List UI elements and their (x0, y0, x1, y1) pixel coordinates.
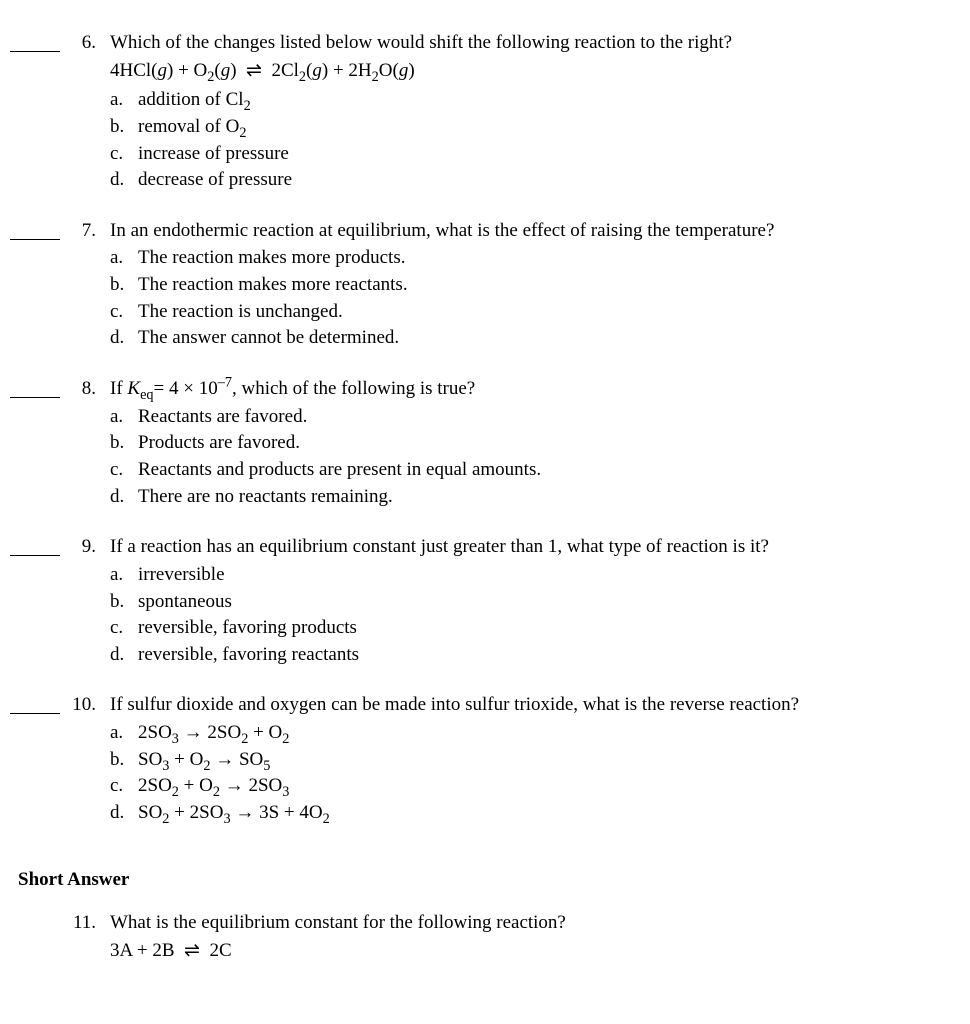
option-letter: d. (110, 642, 138, 668)
option-text: There are no reactants remaining. (138, 484, 940, 510)
option: a.The reaction makes more products. (110, 245, 940, 271)
question-stem: If sulfur dioxide and oxygen can be made… (110, 692, 940, 718)
option-letter: d. (110, 800, 138, 826)
option-text: addition of Cl2 (138, 87, 940, 113)
blank-spacer (10, 910, 60, 967)
answer-blank[interactable] (10, 380, 60, 398)
option-letter: c. (110, 299, 138, 325)
option: c.2SO2 + O2 → 2SO3 (110, 773, 940, 799)
option-text: Reactants and products are present in eq… (138, 457, 940, 483)
option-text: reversible, favoring products (138, 615, 940, 641)
question-content: If Keq= 4 × 10–7, which of the following… (110, 376, 940, 510)
option-text: increase of pressure (138, 141, 940, 167)
option: d.There are no reactants remaining. (110, 484, 940, 510)
option: c.increase of pressure (110, 141, 940, 167)
options-list: a.irreversibleb.spontaneousc.reversible,… (110, 562, 940, 668)
question-stem: What is the equilibrium constant for the… (110, 910, 940, 936)
options-list: a.Reactants are favored.b.Products are f… (110, 404, 940, 510)
option: d.decrease of pressure (110, 167, 940, 193)
question-content: What is the equilibrium constant for the… (110, 910, 940, 967)
question-number: 11. (72, 910, 110, 967)
option-text: removal of O2 (138, 114, 940, 140)
options-list: a.addition of Cl2b.removal of O2c.increa… (110, 87, 940, 193)
question-number: 7. (72, 218, 110, 352)
option-letter: b. (110, 747, 138, 773)
question-content: If a reaction has an equilibrium constan… (110, 534, 940, 668)
option-letter: a. (110, 404, 138, 430)
question-number: 9. (72, 534, 110, 668)
option-letter: b. (110, 272, 138, 298)
option: a.Reactants are favored. (110, 404, 940, 430)
option-letter: b. (110, 589, 138, 615)
answer-blank[interactable] (10, 34, 60, 52)
option: b.spontaneous (110, 589, 940, 615)
option-letter: a. (110, 87, 138, 113)
option-letter: d. (110, 484, 138, 510)
question-stem: If Keq= 4 × 10–7, which of the following… (110, 376, 940, 402)
option-letter: c. (110, 773, 138, 799)
option: b.SO3 + O2 → SO5 (110, 747, 940, 773)
option-letter: c. (110, 615, 138, 641)
option-text: 2SO2 + O2 → 2SO3 (138, 773, 940, 799)
option: c.reversible, favoring products (110, 615, 940, 641)
question-number: 6. (72, 30, 110, 194)
question-number: 10. (72, 692, 110, 826)
question-content: If sulfur dioxide and oxygen can be made… (110, 692, 940, 826)
option-text: The reaction makes more products. (138, 245, 940, 271)
option: d.The answer cannot be determined. (110, 325, 940, 351)
question-equation: 3A + 2B ⇌ 2C (110, 938, 940, 964)
option-text: Products are favored. (138, 430, 940, 456)
answer-blank[interactable] (10, 696, 60, 714)
option-text: The reaction makes more reactants. (138, 272, 940, 298)
section-heading: Short Answer (18, 867, 940, 893)
answer-blank[interactable] (10, 222, 60, 240)
option-letter: b. (110, 430, 138, 456)
short-answer-question: 11. What is the equilibrium constant for… (10, 910, 940, 967)
option: a.addition of Cl2 (110, 87, 940, 113)
option-letter: a. (110, 562, 138, 588)
option-text: spontaneous (138, 589, 940, 615)
question-stem: In an endothermic reaction at equilibriu… (110, 218, 940, 244)
option: b.Products are favored. (110, 430, 940, 456)
option-letter: c. (110, 457, 138, 483)
option-letter: a. (110, 245, 138, 271)
question-equation: 4HCl(g) + O2(g) ⇌ 2Cl2(g) + 2H2O(g) (110, 58, 940, 84)
question-stem: If a reaction has an equilibrium constan… (110, 534, 940, 560)
option-text: irreversible (138, 562, 940, 588)
option: c.The reaction is unchanged. (110, 299, 940, 325)
option-text: SO2 + 2SO3 → 3S + 4O2 (138, 800, 940, 826)
question-block: 7.In an endothermic reaction at equilibr… (10, 218, 940, 352)
option-letter: c. (110, 141, 138, 167)
option: a.2SO3 → 2SO2 + O2 (110, 720, 940, 746)
question-content: In an endothermic reaction at equilibriu… (110, 218, 940, 352)
option: d.reversible, favoring reactants (110, 642, 940, 668)
option-letter: d. (110, 325, 138, 351)
option-letter: d. (110, 167, 138, 193)
question-block: 9.If a reaction has an equilibrium const… (10, 534, 940, 668)
option: c.Reactants and products are present in … (110, 457, 940, 483)
options-list: a.2SO3 → 2SO2 + O2b.SO3 + O2 → SO5c.2SO2… (110, 720, 940, 826)
option: b.The reaction makes more reactants. (110, 272, 940, 298)
option: a.irreversible (110, 562, 940, 588)
option: b.removal of O2 (110, 114, 940, 140)
question-block: 6.Which of the changes listed below woul… (10, 30, 940, 194)
option-text: Reactants are favored. (138, 404, 940, 430)
question-stem: Which of the changes listed below would … (110, 30, 940, 56)
question-block: 8.If Keq= 4 × 10–7, which of the followi… (10, 376, 940, 510)
option-text: The reaction is unchanged. (138, 299, 940, 325)
option-text: SO3 + O2 → SO5 (138, 747, 940, 773)
option-letter: a. (110, 720, 138, 746)
options-list: a.The reaction makes more products.b.The… (110, 245, 940, 351)
option-text: reversible, favoring reactants (138, 642, 940, 668)
option-text: The answer cannot be determined. (138, 325, 940, 351)
multiple-choice-section: 6.Which of the changes listed below woul… (10, 30, 940, 827)
question-content: Which of the changes listed below would … (110, 30, 940, 194)
option: d.SO2 + 2SO3 → 3S + 4O2 (110, 800, 940, 826)
option-text: decrease of pressure (138, 167, 940, 193)
option-letter: b. (110, 114, 138, 140)
question-number: 8. (72, 376, 110, 510)
option-text: 2SO3 → 2SO2 + O2 (138, 720, 940, 746)
answer-blank[interactable] (10, 538, 60, 556)
question-block: 10.If sulfur dioxide and oxygen can be m… (10, 692, 940, 826)
